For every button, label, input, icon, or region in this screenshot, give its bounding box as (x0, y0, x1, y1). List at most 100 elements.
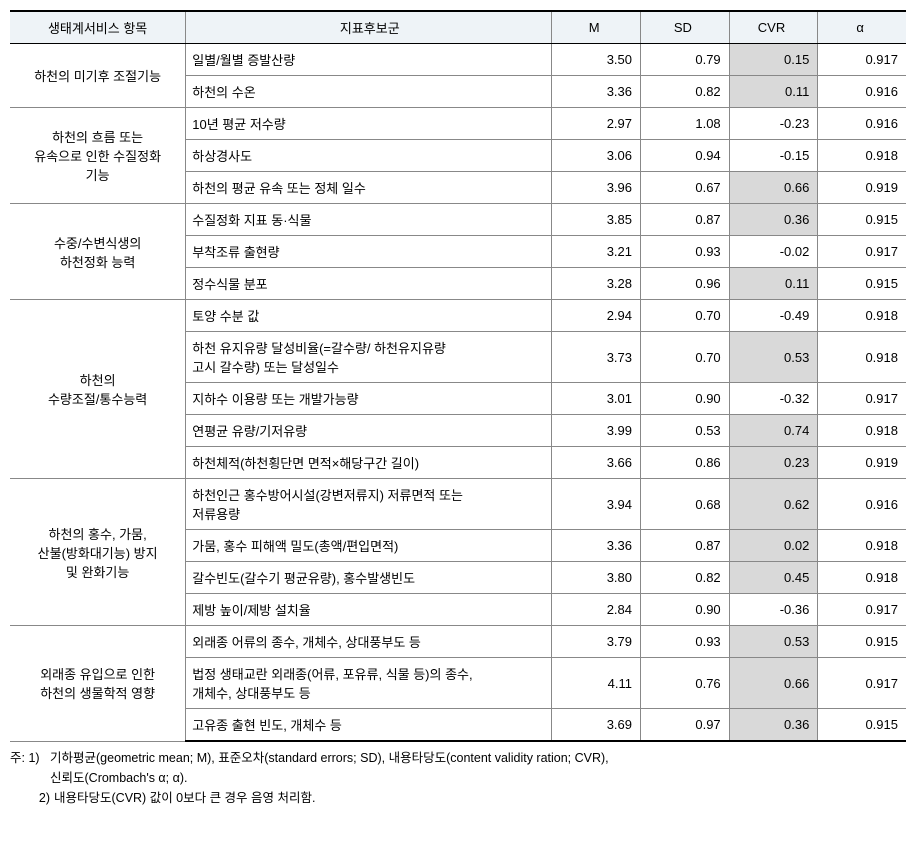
m-cell: 3.94 (552, 479, 641, 530)
indicator-cell: 외래종 어류의 종수, 개체수, 상대풍부도 등 (186, 626, 552, 658)
indicator-cell: 정수식물 분포 (186, 268, 552, 300)
m-cell: 3.73 (552, 332, 641, 383)
alpha-cell: 0.919 (818, 447, 906, 479)
indicator-cell: 토양 수분 값 (186, 300, 552, 332)
alpha-cell: 0.916 (818, 76, 906, 108)
m-cell: 4.11 (552, 658, 641, 709)
m-cell: 3.80 (552, 562, 641, 594)
table-body: 하천의 미기후 조절기능일별/월별 증발산량3.500.790.150.917하… (10, 44, 906, 742)
alpha-cell: 0.918 (818, 562, 906, 594)
m-cell: 3.36 (552, 530, 641, 562)
alpha-cell: 0.916 (818, 479, 906, 530)
table-header-row: 생태계서비스 항목 지표후보군 M SD CVR α (10, 11, 906, 44)
cvr-cell: 0.23 (729, 447, 818, 479)
table-row: 하천의 미기후 조절기능일별/월별 증발산량3.500.790.150.917 (10, 44, 906, 76)
sd-cell: 0.87 (641, 530, 730, 562)
footnote-2-text: 내용타당도(CVR) 값이 0보다 큰 경우 음영 처리함. (54, 788, 906, 808)
indicator-cell: 법정 생태교란 외래종(어류, 포유류, 식물 등)의 종수, 개체수, 상대풍… (186, 658, 552, 709)
cvr-cell: -0.15 (729, 140, 818, 172)
m-cell: 3.96 (552, 172, 641, 204)
cvr-cell: 0.66 (729, 658, 818, 709)
m-cell: 2.84 (552, 594, 641, 626)
sd-cell: 0.70 (641, 300, 730, 332)
cvr-cell: 0.53 (729, 332, 818, 383)
cvr-cell: 0.45 (729, 562, 818, 594)
cvr-cell: 0.11 (729, 76, 818, 108)
sd-cell: 0.90 (641, 594, 730, 626)
category-cell: 하천의 흐름 또는 유속으로 인한 수질정화 기능 (10, 108, 186, 204)
indicator-cell: 제방 높이/제방 설치율 (186, 594, 552, 626)
sd-cell: 0.82 (641, 76, 730, 108)
alpha-cell: 0.918 (818, 300, 906, 332)
alpha-cell: 0.916 (818, 108, 906, 140)
footnotes: 주: 1) 기하평균(geometric mean; M), 표준오차(stan… (10, 748, 906, 808)
sd-cell: 0.68 (641, 479, 730, 530)
footnote-label: 주: 1) (10, 748, 50, 788)
cvr-cell: 0.53 (729, 626, 818, 658)
header-category: 생태계서비스 항목 (10, 11, 186, 44)
header-indicator: 지표후보군 (186, 11, 552, 44)
m-cell: 3.50 (552, 44, 641, 76)
m-cell: 2.94 (552, 300, 641, 332)
sd-cell: 0.86 (641, 447, 730, 479)
alpha-cell: 0.918 (818, 332, 906, 383)
indicator-cell: 10년 평균 저수량 (186, 108, 552, 140)
alpha-cell: 0.918 (818, 415, 906, 447)
sd-cell: 0.97 (641, 709, 730, 742)
alpha-cell: 0.918 (818, 140, 906, 172)
sd-cell: 0.93 (641, 626, 730, 658)
indicator-cell: 지하수 이용량 또는 개발가능량 (186, 383, 552, 415)
cvr-cell: 0.74 (729, 415, 818, 447)
cvr-cell: 0.11 (729, 268, 818, 300)
alpha-cell: 0.915 (818, 204, 906, 236)
alpha-cell: 0.919 (818, 172, 906, 204)
table-row: 수중/수변식생의 하천정화 능력수질정화 지표 동·식물3.850.870.36… (10, 204, 906, 236)
m-cell: 3.01 (552, 383, 641, 415)
indicator-cell: 고유종 출현 빈도, 개체수 등 (186, 709, 552, 742)
sd-cell: 0.76 (641, 658, 730, 709)
alpha-cell: 0.917 (818, 658, 906, 709)
m-cell: 3.06 (552, 140, 641, 172)
table-row: 하천의 수량조절/통수능력토양 수분 값2.940.70-0.490.918 (10, 300, 906, 332)
table-row: 외래종 유입으로 인한 하천의 생물학적 영향외래종 어류의 종수, 개체수, … (10, 626, 906, 658)
header-m: M (552, 11, 641, 44)
sd-cell: 0.67 (641, 172, 730, 204)
alpha-cell: 0.915 (818, 268, 906, 300)
footnote-1-text: 기하평균(geometric mean; M), 표준오차(standard e… (50, 748, 906, 788)
category-cell: 하천의 홍수, 가뭄, 산불(방화대기능) 방지 및 완화기능 (10, 479, 186, 626)
indicator-cell: 일별/월별 증발산량 (186, 44, 552, 76)
m-cell: 3.66 (552, 447, 641, 479)
sd-cell: 0.93 (641, 236, 730, 268)
alpha-cell: 0.915 (818, 709, 906, 742)
cvr-cell: 0.02 (729, 530, 818, 562)
sd-cell: 0.94 (641, 140, 730, 172)
category-cell: 수중/수변식생의 하천정화 능력 (10, 204, 186, 300)
sd-cell: 0.70 (641, 332, 730, 383)
cvr-cell: 0.62 (729, 479, 818, 530)
indicator-cell: 수질정화 지표 동·식물 (186, 204, 552, 236)
m-cell: 3.99 (552, 415, 641, 447)
category-cell: 하천의 수량조절/통수능력 (10, 300, 186, 479)
indicator-cell: 연평균 유량/기저유량 (186, 415, 552, 447)
sd-cell: 0.87 (641, 204, 730, 236)
category-cell: 하천의 미기후 조절기능 (10, 44, 186, 108)
cvr-cell: -0.36 (729, 594, 818, 626)
header-sd: SD (641, 11, 730, 44)
indicator-cell: 하상경사도 (186, 140, 552, 172)
sd-cell: 0.82 (641, 562, 730, 594)
sd-cell: 1.08 (641, 108, 730, 140)
cvr-cell: 0.66 (729, 172, 818, 204)
footnote-2-num: 2) (10, 788, 54, 808)
indicator-cell: 하천체적(하천횡단면 면적×해당구간 길이) (186, 447, 552, 479)
table-row: 하천의 홍수, 가뭄, 산불(방화대기능) 방지 및 완화기능하천인근 홍수방어… (10, 479, 906, 530)
m-cell: 3.85 (552, 204, 641, 236)
cvr-cell: 0.36 (729, 204, 818, 236)
category-cell: 외래종 유입으로 인한 하천의 생물학적 영향 (10, 626, 186, 742)
cvr-cell: -0.02 (729, 236, 818, 268)
indicator-cell: 가뭄, 홍수 피해액 밀도(총액/편입면적) (186, 530, 552, 562)
cvr-cell: 0.15 (729, 44, 818, 76)
m-cell: 3.36 (552, 76, 641, 108)
m-cell: 3.21 (552, 236, 641, 268)
indicator-cell: 부착조류 출현량 (186, 236, 552, 268)
data-table: 생태계서비스 항목 지표후보군 M SD CVR α 하천의 미기후 조절기능일… (10, 10, 906, 742)
